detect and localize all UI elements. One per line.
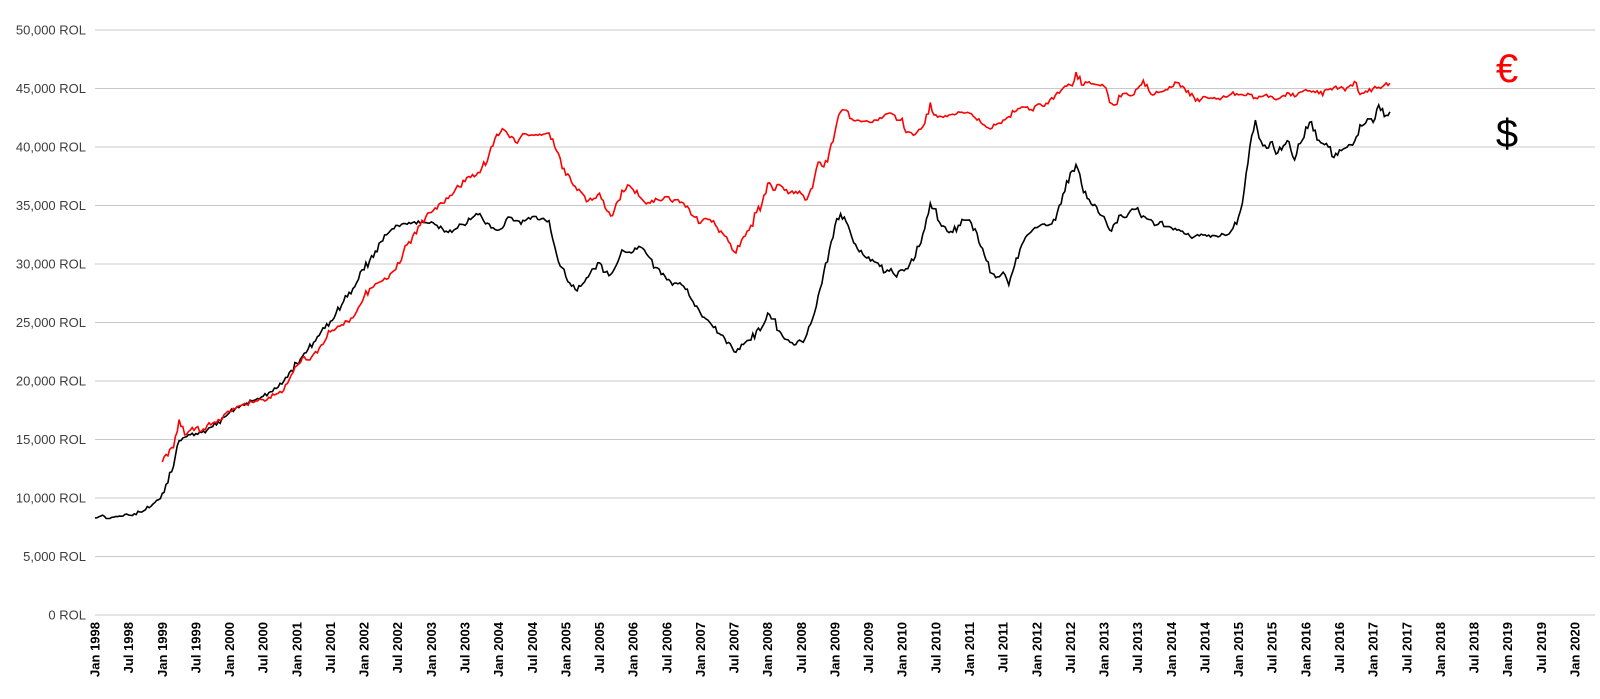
x-axis-tick-label: Jul 2006	[659, 622, 674, 673]
x-axis-tick-label: Jan 2006	[626, 622, 641, 677]
x-axis-tick-label: Jul 2015	[1265, 622, 1280, 673]
x-axis-tick-label: Jul 2001	[323, 622, 338, 673]
x-axis-tick-label: Jul 2009	[861, 622, 876, 673]
y-axis-tick-label: 10,000 ROL	[16, 491, 86, 506]
eur-line	[161, 71, 1391, 463]
x-axis-tick-label: Jan 2004	[491, 621, 506, 677]
x-axis-tick-label: Jan 2002	[357, 622, 372, 677]
x-axis-tick-label: Jan 2001	[289, 622, 304, 677]
x-axis-tick-label: Jul 2019	[1534, 622, 1549, 673]
x-axis-tick-label: Jan 2013	[1097, 622, 1112, 677]
x-axis-tick-label: Jan 2012	[1029, 622, 1044, 677]
y-axis-tick-label: 40,000 ROL	[16, 140, 86, 155]
x-axis-tick-label: Jul 2014	[1197, 621, 1212, 673]
x-axis-tick-label: Jul 2018	[1467, 622, 1482, 673]
x-axis-tick-label: Jan 2014	[1164, 621, 1179, 677]
x-axis-tick-label: Jan 2007	[693, 622, 708, 677]
y-axis-tick-label: 50,000 ROL	[16, 23, 86, 38]
x-axis-tick-label: Jan 2005	[558, 622, 573, 677]
y-axis-tick-label: 35,000 ROL	[16, 198, 86, 213]
x-axis-tick-label: Jan 2011	[962, 622, 977, 676]
x-axis-tick-label: Jul 1999	[188, 622, 203, 673]
y-gridlines	[95, 29, 1595, 616]
x-axis-tick-label: Jan 2020	[1567, 622, 1582, 677]
x-axis-tick-label: Jul 2011	[996, 622, 1011, 673]
x-axis-tick-label: Jul 2013	[1130, 622, 1145, 673]
x-axis-tick-label: Jan 2019	[1500, 622, 1515, 677]
usd-legend-symbol: $	[1496, 112, 1518, 156]
x-axis-tick-label: Jul 2016	[1332, 622, 1347, 673]
x-axis-tick-label: Jan 2017	[1366, 622, 1381, 677]
x-axis-tick-label: Jul 2007	[727, 622, 742, 673]
x-axis-tick-label: Jul 2003	[457, 622, 472, 673]
y-axis-labels: 0 ROL 5,000 ROL 10,000 ROL 15,000 ROL 20,000…	[16, 23, 86, 623]
x-axis-tick-label: Jan 2009	[827, 622, 842, 677]
x-axis-tick-label: Jul 2004	[525, 621, 540, 673]
series-lines	[94, 71, 1391, 520]
x-axis-tick-label: Jul 2012	[1063, 622, 1078, 673]
y-axis-tick-label: 0 ROL	[48, 608, 86, 623]
x-axis-tick-label: Jul 2017	[1399, 622, 1414, 673]
eur-legend-symbol: €	[1496, 47, 1518, 91]
x-axis-tick-label: Jul 2005	[592, 622, 607, 673]
x-axis-tick-label: Jul 1998	[121, 622, 136, 673]
x-axis-tick-label: Jan 1999	[155, 622, 170, 677]
y-axis-tick-label: 15,000 ROL	[16, 432, 86, 447]
x-axis-tick-label: Jan 2003	[424, 622, 439, 677]
x-axis-tick-label: Jul 2000	[256, 622, 271, 673]
x-axis-tick-label: Jan 2008	[760, 622, 775, 677]
x-axis-tick-label: Jan 2000	[222, 622, 237, 677]
x-axis-tick-label: Jul 2008	[794, 622, 809, 673]
x-axis-tick-label: Jan 2010	[895, 622, 910, 677]
y-axis-tick-label: 25,000 ROL	[16, 315, 86, 330]
usd-line	[94, 102, 1391, 520]
y-axis-tick-label: 20,000 ROL	[16, 374, 86, 389]
x-axis-tick-label: Jan 2018	[1433, 622, 1448, 677]
y-axis-tick-label: 30,000 ROL	[16, 257, 86, 272]
y-axis-tick-label: 45,000 ROL	[16, 81, 86, 96]
x-axis-tick-label: Jan 1998	[88, 622, 103, 677]
x-axis-tick-label: Jan 2015	[1231, 622, 1246, 677]
y-axis-tick-label: 5,000 ROL	[23, 549, 86, 564]
x-axis-tick-label: Jul 2010	[928, 622, 943, 673]
x-axis-tick-label: Jul 2002	[390, 622, 405, 673]
x-axis-labels: Jan 1998 Jul 1998 Jan 1999 Jul 1999 Jan 2000…	[88, 621, 1583, 677]
x-axis-tick-label: Jan 2016	[1298, 622, 1313, 677]
